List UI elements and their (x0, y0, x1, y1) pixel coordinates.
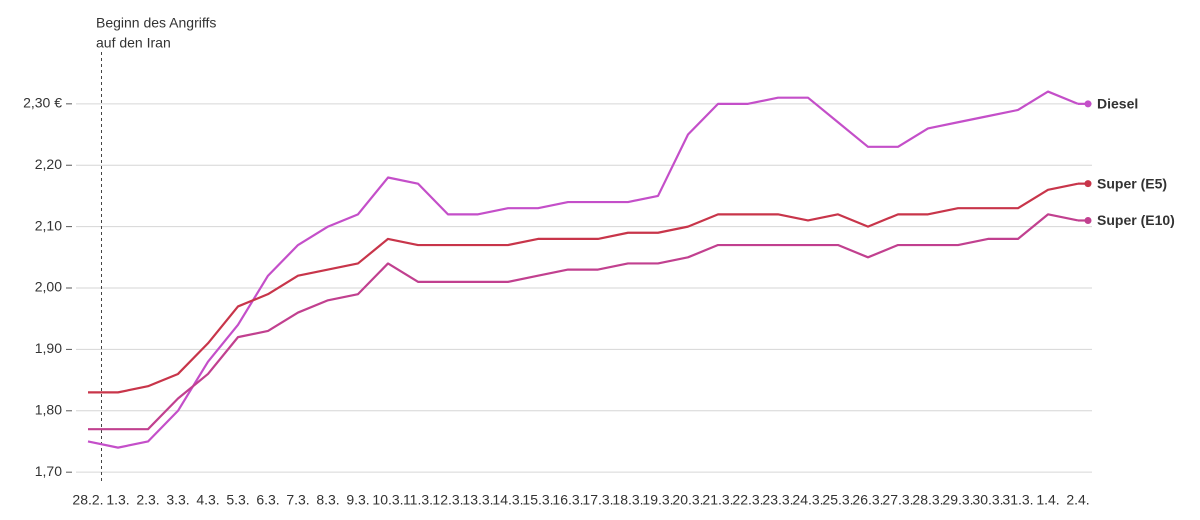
y-tick-label: 1,70 (35, 463, 62, 479)
y-tick-label: 1,80 (35, 401, 62, 417)
x-tick-label: 12.3. (432, 492, 463, 508)
x-tick-label: 1.3. (106, 492, 129, 508)
x-tick-label: 17.3. (582, 492, 613, 508)
x-tick-label: 28.2. (72, 492, 103, 508)
x-tick-label: 27.3. (882, 492, 913, 508)
y-tick-label: 2,10 (35, 217, 62, 233)
x-tick-label: 2.3. (136, 492, 159, 508)
series-line (88, 182, 1079, 394)
x-tick-label: 6.3. (256, 492, 279, 508)
series-label: Super (E10) (1097, 212, 1175, 228)
x-tick-label: 30.3. (972, 492, 1003, 508)
x-tick-label: 29.3. (942, 492, 973, 508)
x-tick-label: 5.3. (226, 492, 249, 508)
x-tick-label: 18.3. (612, 492, 643, 508)
x-tick-label: 15.3. (522, 492, 553, 508)
x-tick-label: 7.3. (286, 492, 309, 508)
annotation-line: Beginn des Angriffs (96, 15, 216, 31)
x-tick-label: 24.3. (792, 492, 823, 508)
x-tick-label: 8.3. (316, 492, 339, 508)
x-tick-label: 2.4. (1066, 492, 1089, 508)
x-tick-label: 1.4. (1036, 492, 1059, 508)
y-tick-label: 1,90 (35, 340, 62, 356)
x-tick-label: 21.3. (702, 492, 733, 508)
x-tick-label: 25.3. (822, 492, 853, 508)
x-tick-label: 9.3. (346, 492, 369, 508)
x-tick-label: 22.3. (732, 492, 763, 508)
x-tick-label: 14.3. (492, 492, 523, 508)
x-tick-label: 13.3. (462, 492, 493, 508)
x-tick-label: 16.3. (552, 492, 583, 508)
series-label: Super (E5) (1097, 175, 1167, 191)
x-tick-label: 20.3. (672, 492, 703, 508)
x-tick-label: 4.3. (196, 492, 219, 508)
series-label: Diesel (1097, 96, 1138, 112)
annotation-line: auf den Iran (96, 35, 171, 51)
x-tick-label: 11.3. (403, 492, 433, 508)
series-line (88, 213, 1079, 431)
x-tick-label: 10.3. (372, 492, 403, 508)
x-tick-label: 3.3. (166, 492, 189, 508)
x-tick-label: 31.3. (1002, 492, 1033, 508)
y-tick-label: 2,00 (35, 279, 62, 295)
x-tick-label: 26.3. (852, 492, 883, 508)
x-tick-label: 19.3. (642, 492, 673, 508)
y-tick-label: 2,20 (35, 156, 62, 172)
x-tick-label: 23.3. (762, 492, 793, 508)
x-tick-label: 28.3. (912, 492, 943, 508)
y-tick-label: 2,30 € (23, 95, 62, 111)
